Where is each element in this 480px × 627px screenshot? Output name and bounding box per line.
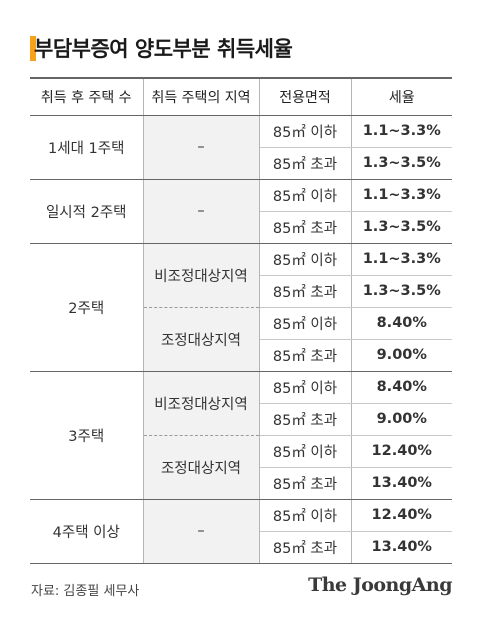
header-house-count: 취득 후 주택 수 xyxy=(30,77,143,116)
publisher-logo: The JoongAng xyxy=(308,574,452,596)
title-accent-bar xyxy=(30,36,36,61)
header-region: 취득 주택의 지역 xyxy=(142,77,259,116)
table-row: 85㎡ 초과 9.00% xyxy=(30,339,452,372)
house-count-cell: 1세대 1주택 xyxy=(30,115,143,180)
area-cell: 85㎡ 이하 xyxy=(259,243,352,276)
table-row: 3주택 비조정대상지역 85㎡ 이하 8.40% xyxy=(30,371,452,500)
header-rate: 세율 xyxy=(351,77,452,116)
rate-cell: 1.1~3.3% xyxy=(351,179,452,212)
house-count-cell: 3주택 xyxy=(30,371,143,500)
rate-cell: 12.40% xyxy=(351,435,452,468)
area-cell: 85㎡ 이하 xyxy=(259,499,352,532)
rate-cell: 13.40% xyxy=(351,531,452,564)
area-cell: 85㎡ 초과 xyxy=(259,467,352,500)
table-header-row: 취득 후 주택 수 취득 주택의 지역 전용면적 세율 xyxy=(30,77,452,116)
region-cell: 비조정대상지역 xyxy=(142,371,260,436)
rate-cell: 8.40% xyxy=(351,307,452,340)
table-row: 85㎡ 초과 9.00% xyxy=(30,403,452,436)
rate-cell: 1.1~3.3% xyxy=(351,115,452,148)
area-cell: 85㎡ 이하 xyxy=(259,435,352,468)
table-row: 2주택 비조정대상지역 85㎡ 이하 1.1~3.3% xyxy=(30,243,452,372)
area-cell: 85㎡ 이하 xyxy=(259,179,352,212)
table-row: 1세대 1주택 – 85㎡ 이하 1.1~3.3% xyxy=(30,115,452,180)
area-cell: 85㎡ 초과 xyxy=(259,403,352,436)
table-row: 조정대상지역 85㎡ 이하 8.40% xyxy=(30,307,452,372)
rate-cell: 1.3~3.5% xyxy=(351,147,452,180)
area-cell: 85㎡ 초과 xyxy=(259,211,352,244)
region-cell: – xyxy=(142,179,260,244)
rate-cell: 1.1~3.3% xyxy=(351,243,452,276)
area-cell: 85㎡ 초과 xyxy=(259,339,352,372)
region-cell: – xyxy=(142,499,260,564)
rate-cell: 8.40% xyxy=(351,371,452,404)
table-row: 85㎡ 초과 13.40% xyxy=(30,531,452,564)
house-count-cell: 일시적 2주택 xyxy=(30,179,143,244)
area-cell: 85㎡ 초과 xyxy=(259,147,352,180)
area-cell: 85㎡ 초과 xyxy=(259,531,352,564)
region-cell: 조정대상지역 xyxy=(142,435,260,500)
header-area: 전용면적 xyxy=(258,77,352,116)
table-row: 조정대상지역 85㎡ 이하 12.40% xyxy=(30,435,452,500)
house-count-cell: 4주택 이상 xyxy=(30,499,143,564)
rate-cell: 13.40% xyxy=(351,467,452,500)
table-row: 85㎡ 초과 13.40% xyxy=(30,467,452,500)
house-count-cell: 2주택 xyxy=(30,243,143,372)
area-cell: 85㎡ 이하 xyxy=(259,115,352,148)
table-row: 4주택 이상 – 85㎡ 이하 12.40% xyxy=(30,499,452,564)
table-row: 85㎡ 초과 1.3~3.5% xyxy=(30,275,452,308)
area-cell: 85㎡ 이하 xyxy=(259,371,352,404)
tax-rate-table: 취득 후 주택 수 취득 주택의 지역 전용면적 세율 1세대 1주택 – 85… xyxy=(30,77,452,564)
table-row: 일시적 2주택 – 85㎡ 이하 1.1~3.3% xyxy=(30,179,452,244)
rate-cell: 12.40% xyxy=(351,499,452,532)
region-cell: 비조정대상지역 xyxy=(142,243,260,308)
area-cell: 85㎡ 이하 xyxy=(259,307,352,340)
region-cell: – xyxy=(142,115,260,180)
area-cell: 85㎡ 초과 xyxy=(259,275,352,308)
region-cell: 조정대상지역 xyxy=(142,307,260,372)
source-note: 자료: 김종필 세무사 xyxy=(31,584,140,599)
rate-cell: 1.3~3.5% xyxy=(351,211,452,244)
table-row: 85㎡ 초과 1.3~3.5% xyxy=(30,147,452,180)
page-title: 부담부증여 양도부분 취득세율 xyxy=(34,37,293,61)
rate-cell: 9.00% xyxy=(351,403,452,436)
rate-cell: 1.3~3.5% xyxy=(351,275,452,308)
table-row: 85㎡ 초과 1.3~3.5% xyxy=(30,211,452,244)
rate-cell: 9.00% xyxy=(351,339,452,372)
